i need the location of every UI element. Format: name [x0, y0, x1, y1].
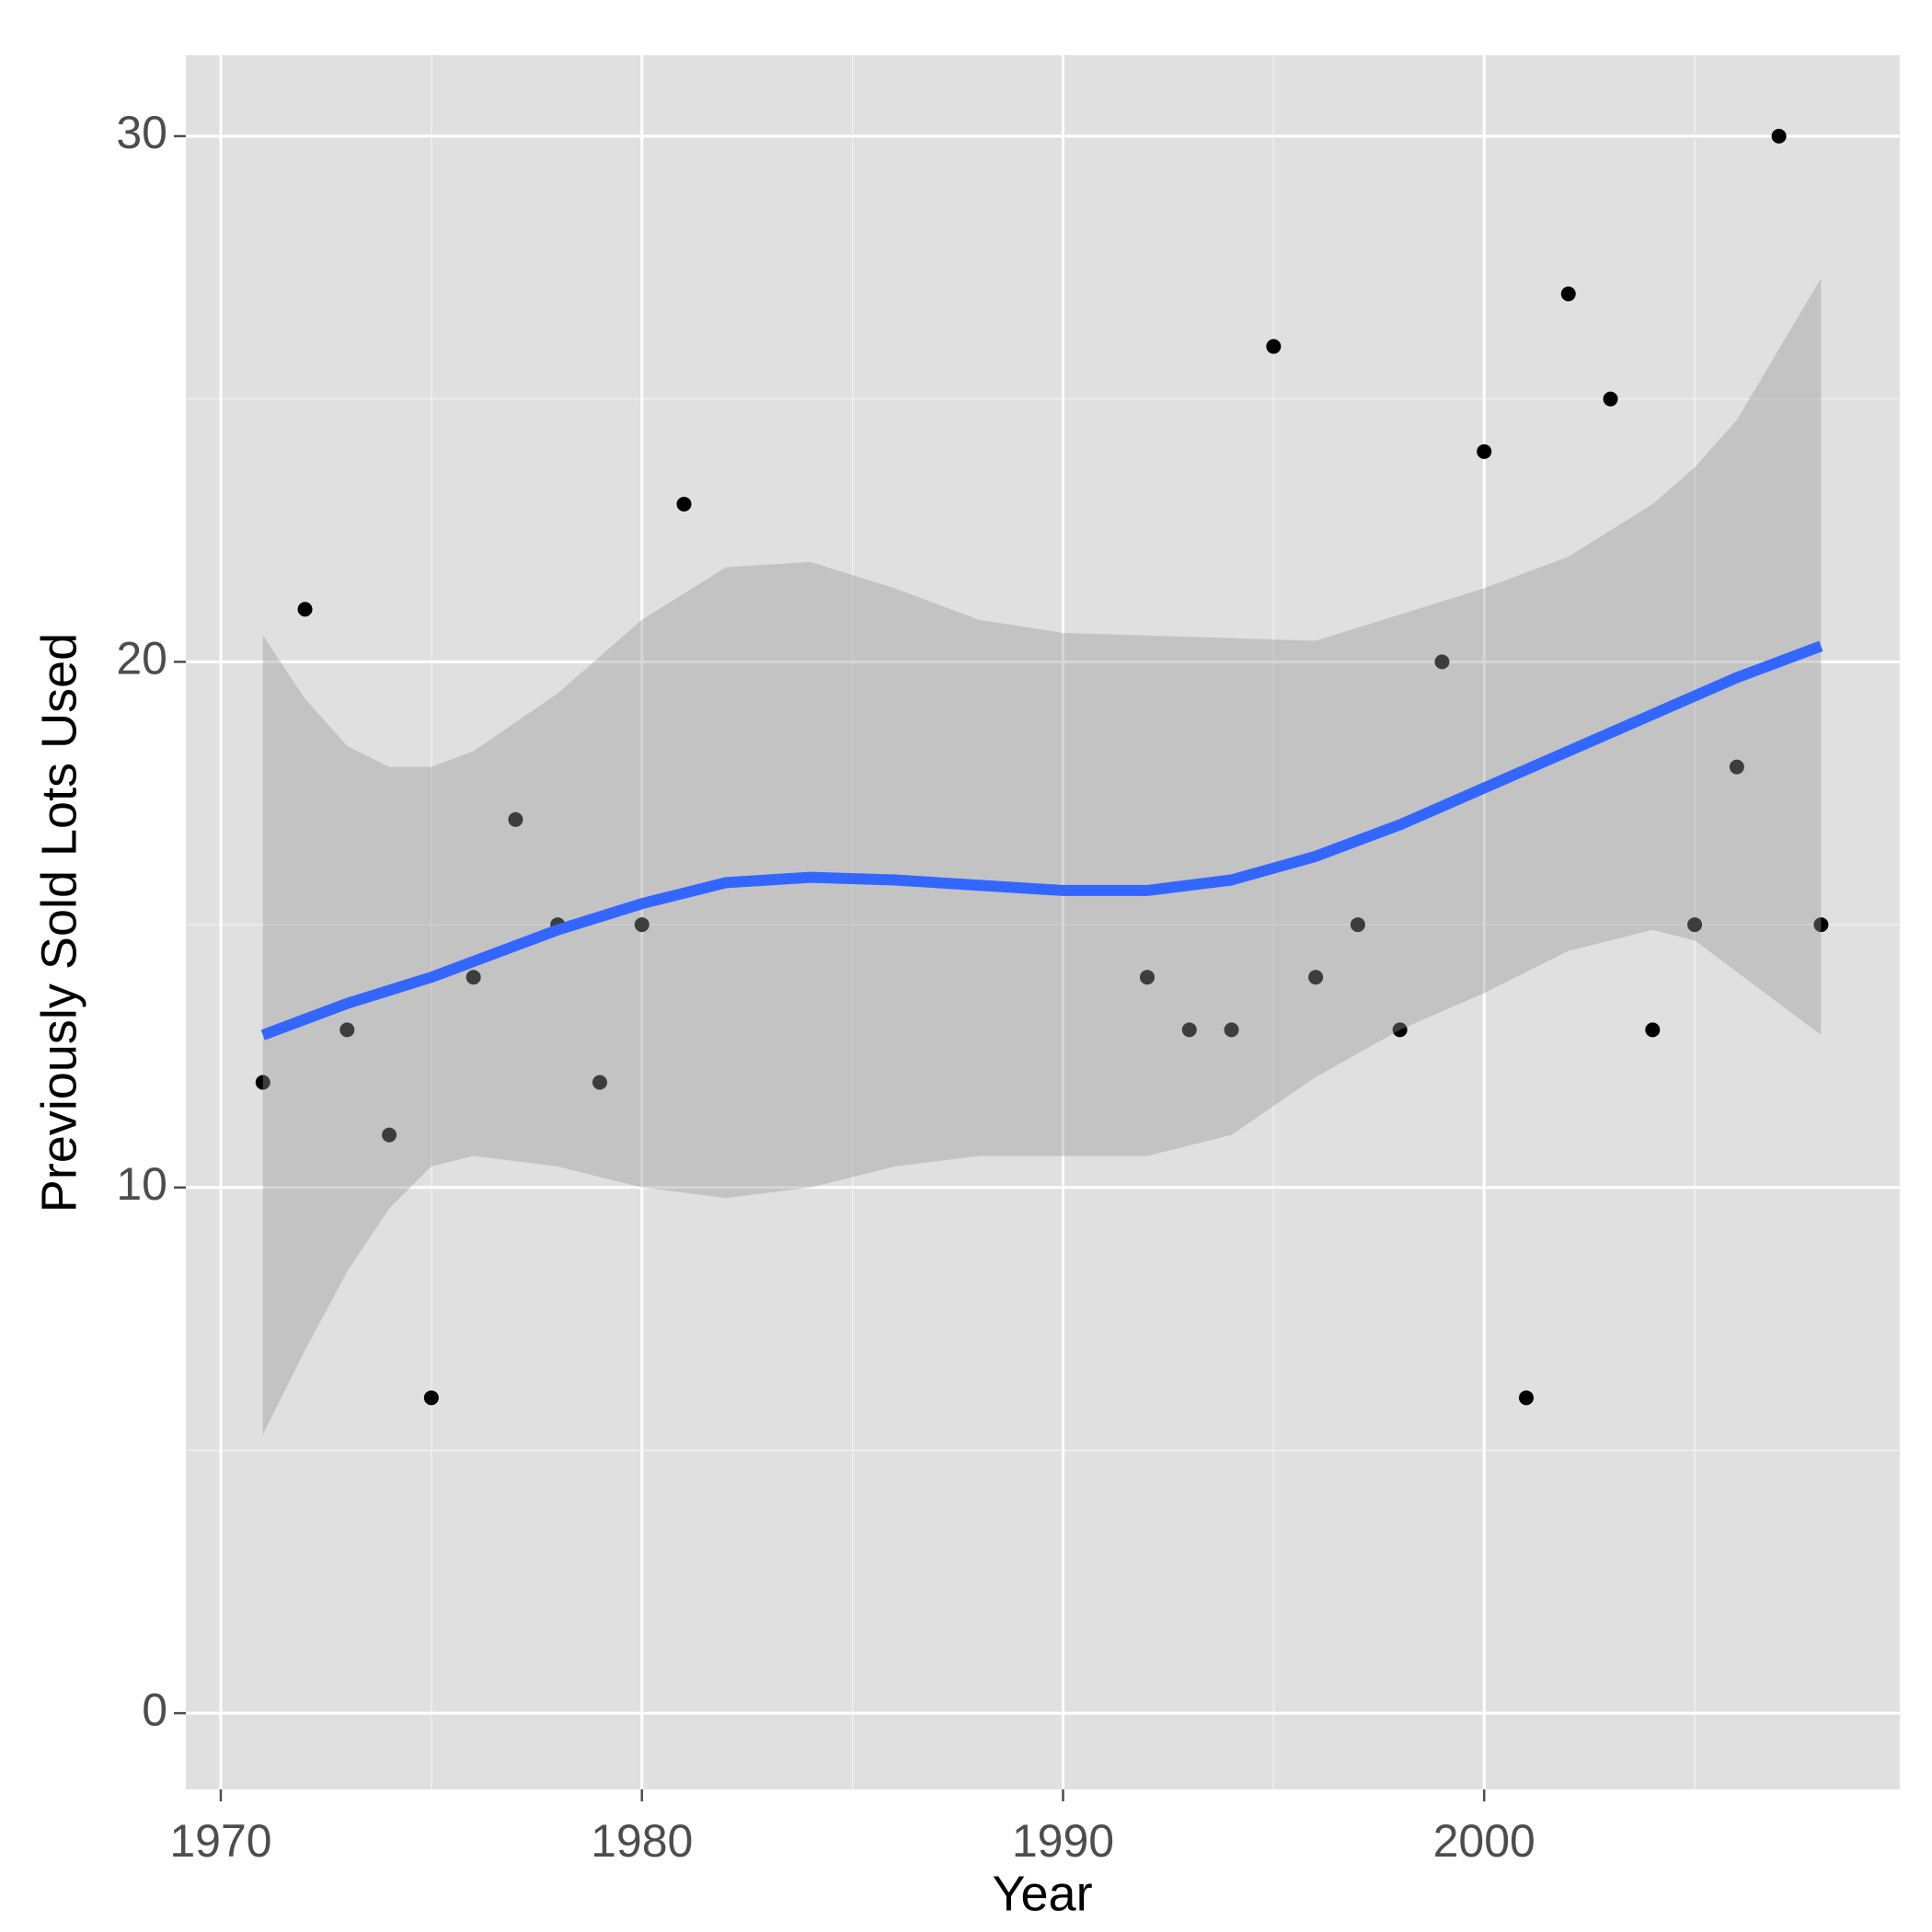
point: [1603, 391, 1618, 407]
smooth-line: [260, 640, 1823, 1041]
point: [382, 1127, 397, 1143]
point: [592, 1075, 607, 1090]
point: [1434, 654, 1450, 670]
point: [1266, 339, 1282, 354]
x-tick-label: 1970: [169, 1815, 271, 1867]
y-tick-label: 20: [116, 633, 167, 684]
point: [1729, 759, 1744, 775]
point: [1813, 917, 1829, 933]
point: [508, 811, 523, 827]
x-tick-label: 1980: [591, 1815, 693, 1867]
point: [1224, 1022, 1239, 1038]
point: [1771, 128, 1787, 144]
y-tick-label: 10: [116, 1158, 167, 1210]
x-axis-title: Year: [992, 1866, 1092, 1921]
point: [634, 917, 650, 933]
point: [1687, 917, 1703, 933]
point: [1392, 1022, 1408, 1038]
y-tick-label: 0: [142, 1684, 167, 1735]
point: [1477, 443, 1492, 459]
point: [1350, 917, 1365, 933]
plot-panel: [186, 55, 1900, 1789]
point: [676, 496, 692, 512]
x-tick-label: 1990: [1012, 1815, 1114, 1867]
point: [297, 602, 313, 617]
point: [1518, 1390, 1534, 1406]
point: [466, 970, 481, 985]
point: [1645, 1022, 1661, 1038]
point: [1560, 286, 1576, 302]
point: [255, 1075, 270, 1090]
point: [339, 1022, 355, 1038]
y-axis-title: Previously Sold Lots Used: [31, 633, 86, 1213]
y-tick-label: 30: [116, 107, 167, 158]
point: [1308, 970, 1324, 985]
x-tick-label: 2000: [1433, 1815, 1535, 1867]
confidence-band: [262, 278, 1822, 1435]
point: [1140, 970, 1156, 985]
point: [423, 1390, 439, 1406]
point: [1181, 1022, 1197, 1038]
